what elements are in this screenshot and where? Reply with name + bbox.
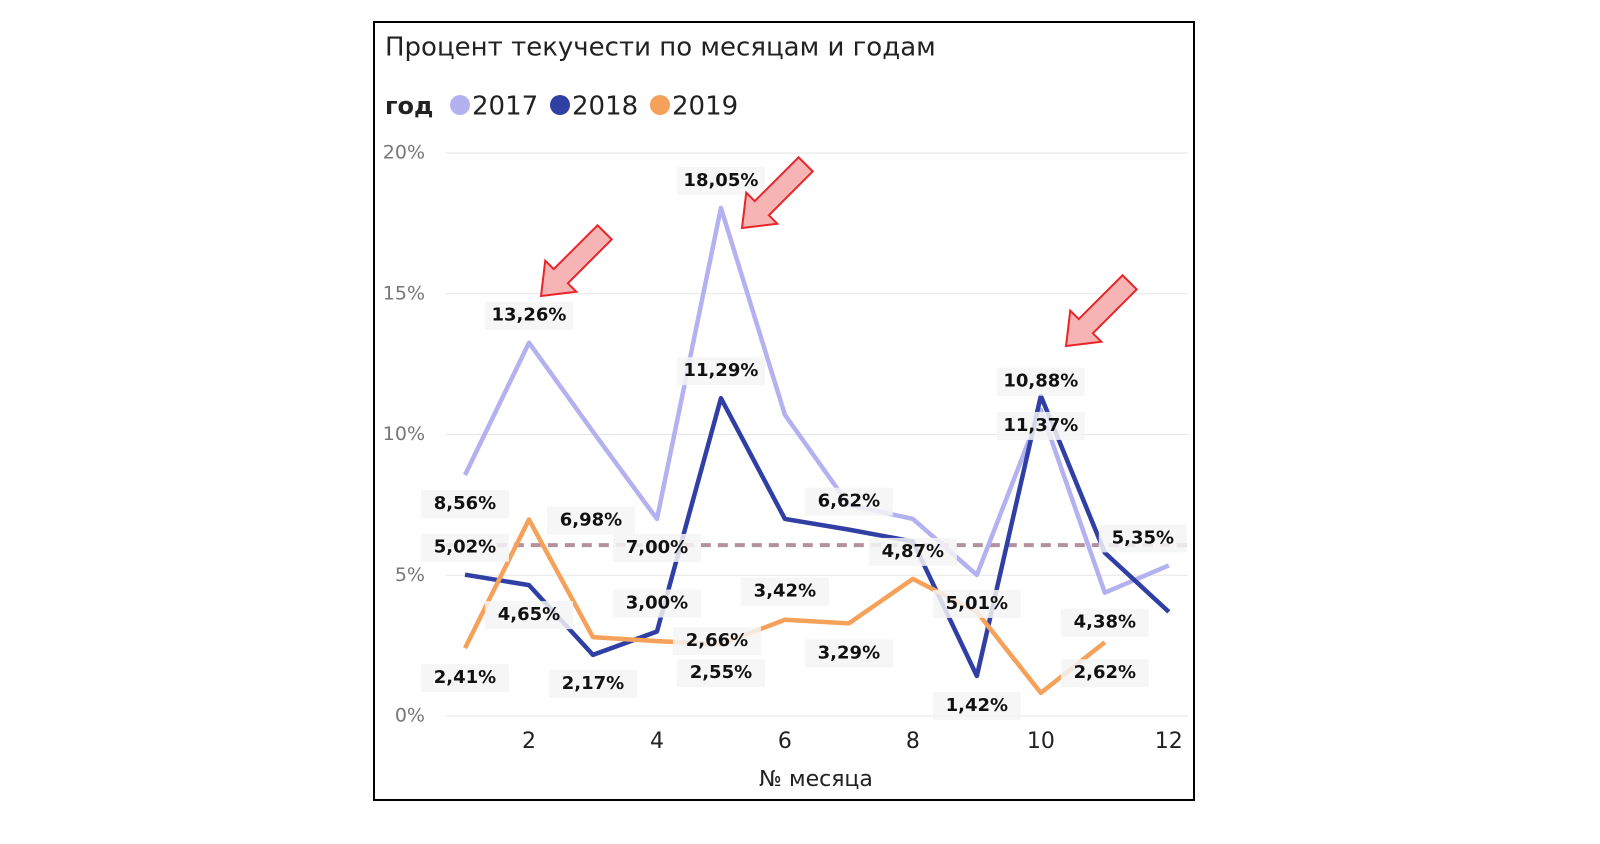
label-background [484, 301, 573, 330]
chart-title: Процент текучести по месяцам и годам [385, 33, 936, 63]
data-label: 6,98% [560, 510, 622, 531]
data-label: 4,38% [1074, 612, 1136, 633]
legend-marker [550, 95, 570, 115]
label-background [1060, 608, 1149, 637]
data-label: 11,37% [1003, 415, 1078, 436]
x-tick-label: 12 [1155, 729, 1183, 754]
label-background [612, 589, 701, 618]
data-label: 3,42% [754, 581, 816, 602]
label-background [420, 533, 509, 562]
label-background [932, 692, 1021, 721]
annotations [539, 155, 1139, 348]
y-tick-label: 0% [395, 705, 425, 727]
data-label: 5,02% [434, 537, 496, 558]
series-line [462, 205, 1170, 595]
data-label: 2,66% [686, 630, 748, 651]
x-tick-label: 2 [522, 729, 536, 754]
data-label: 2,17% [562, 673, 624, 694]
data-label: 6,62% [818, 491, 880, 512]
label-background [612, 533, 701, 562]
data-label: 5,35% [1112, 527, 1174, 548]
label-background [676, 659, 765, 688]
label-background [672, 627, 761, 656]
label-background [996, 411, 1085, 440]
x-tick-label: 10 [1027, 729, 1055, 754]
series-line [462, 517, 1107, 696]
arrow [539, 223, 614, 298]
legend-marker [650, 95, 670, 115]
label-background [804, 487, 893, 516]
label-background [420, 490, 509, 519]
label-background [548, 669, 637, 698]
label-background [1060, 659, 1149, 688]
label-background [804, 639, 893, 668]
data-label: 2,55% [690, 662, 752, 683]
label-background [868, 537, 957, 566]
data-label: 7,00% [626, 537, 688, 558]
y-tick-label: 20% [383, 142, 425, 164]
label-background [676, 357, 765, 386]
y-tick-label: 5% [395, 564, 425, 586]
label-background [484, 601, 573, 630]
y-tick-label: 10% [383, 423, 425, 445]
data-label: 3,29% [818, 642, 880, 663]
legend-title: год [385, 92, 433, 120]
data-label: 5,01% [946, 593, 1008, 614]
arrow [1064, 273, 1139, 348]
label-background [546, 506, 635, 535]
label-background [1098, 524, 1187, 553]
data-label: 2,62% [1074, 662, 1136, 683]
arrow [740, 155, 815, 230]
label-background [740, 577, 829, 606]
legend-marker [450, 95, 470, 115]
data-label: 18,05% [683, 170, 758, 191]
x-axis-label: № месяца [759, 767, 873, 792]
label-background [420, 664, 509, 693]
data-label: 8,56% [434, 493, 496, 514]
label-background [676, 166, 765, 195]
data-label: 11,29% [683, 360, 758, 381]
x-tick-label: 8 [906, 729, 920, 754]
label-background [932, 589, 1021, 618]
legend-label: 2019 [672, 92, 738, 122]
data-label: 4,87% [882, 541, 944, 562]
data-label: 13,26% [491, 305, 566, 326]
y-tick-label: 15% [383, 282, 425, 304]
data-label: 3,00% [626, 593, 688, 614]
x-tick-label: 4 [650, 729, 664, 754]
label-background [996, 367, 1085, 396]
data-label: 4,65% [498, 604, 560, 625]
legend-label: 2017 [472, 92, 538, 122]
data-label: 1,42% [946, 695, 1008, 716]
x-tick-label: 6 [778, 729, 792, 754]
data-label: 2,41% [434, 667, 496, 688]
legend-label: 2018 [572, 92, 638, 122]
data-label: 10,88% [1003, 371, 1078, 392]
